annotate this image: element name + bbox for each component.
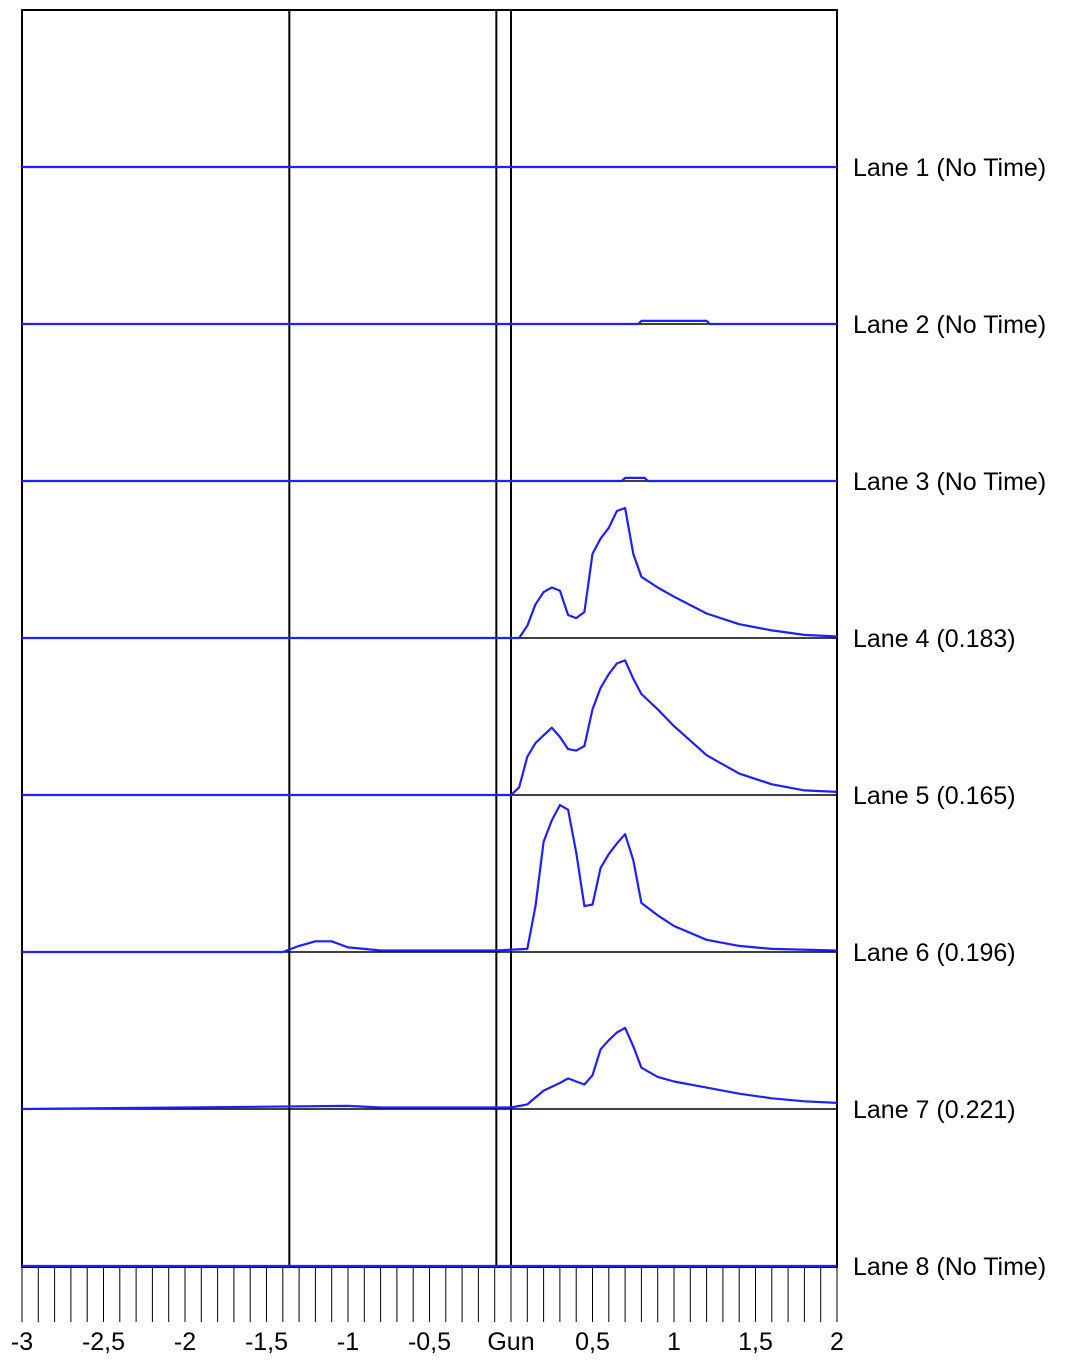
lane-label: Lane 8 (No Time) [853, 1253, 1046, 1281]
x-axis-ticks [21, 1267, 838, 1322]
x-axis-tick-label: -3 [11, 1328, 33, 1356]
lane-trace [22, 804, 838, 954]
x-axis-tick-label: -0,5 [408, 1328, 451, 1356]
x-axis-tick-label: 2 [830, 1328, 844, 1356]
lane-label: Lane 5 (0.165) [853, 782, 1016, 810]
lane-labels: Lane 1 (No Time) Lane 2 (No Time) Lane 3 (… [853, 154, 1046, 1281]
x-axis-tick-label: -2 [174, 1328, 196, 1356]
lane-label: Lane 6 (0.196) [853, 939, 1016, 967]
x-axis-tick-label: Gun [487, 1328, 534, 1356]
x-axis-tick-label: 0,5 [575, 1328, 610, 1356]
lane-label: Lane 3 (No Time) [853, 468, 1046, 496]
x-axis-tick-label: -1,5 [245, 1328, 288, 1356]
lane-traces [21, 165, 838, 1268]
x-axis-tick-label: 1 [667, 1328, 681, 1356]
lane-trace [21, 1026, 838, 1111]
x-axis-tick-label: -1 [337, 1328, 359, 1356]
lane-label: Lane 7 (0.221) [853, 1096, 1016, 1124]
x-axis-tick-label: 1,5 [738, 1328, 773, 1356]
x-axis-tick-labels: -3 -2,5 -2 -1,5 -1 -0,5 Gun 0,5 1 1,5 2 [11, 1328, 844, 1356]
lane-label: Lane 2 (No Time) [853, 311, 1046, 339]
lane-label: Lane 4 (0.183) [853, 625, 1016, 653]
lane-trace [22, 506, 838, 640]
lane-trace [22, 659, 838, 797]
lane-baselines [22, 166, 837, 1267]
x-axis-tick-label: -2,5 [82, 1328, 125, 1356]
lane-trace [22, 476, 837, 483]
lane-label: Lane 1 (No Time) [853, 154, 1046, 182]
lane-trace [22, 319, 837, 326]
